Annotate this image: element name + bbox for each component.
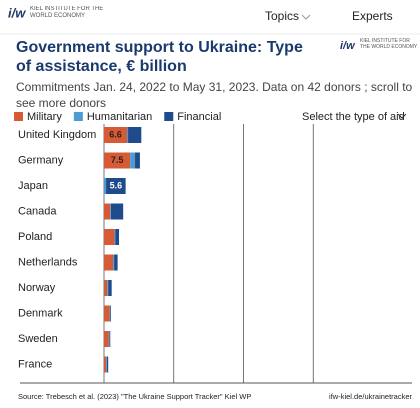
bar-segment xyxy=(104,254,114,271)
chart-title: Government support to Ukraine: Type of a… xyxy=(16,39,303,75)
bar-segment xyxy=(104,178,107,194)
source-link[interactable]: ifw-kiel.de/ukrainetracker xyxy=(329,392,412,401)
bar-segment xyxy=(106,356,109,373)
bar-segment xyxy=(110,203,111,220)
y-tick-label: Netherlands xyxy=(18,256,78,268)
bar-segment xyxy=(114,229,116,245)
bar-segment xyxy=(127,127,129,143)
bar-segment xyxy=(108,331,110,347)
bar-segment xyxy=(128,127,142,143)
legend-label: Military xyxy=(27,111,62,123)
bar-segment xyxy=(106,178,126,194)
chart-logo-box: KIEL INSTITUTE FOR THE WORLD ECONOMY xyxy=(360,38,418,50)
bar-segment xyxy=(114,254,118,271)
bar-segment xyxy=(104,356,107,373)
bar-segment xyxy=(130,152,136,169)
bar-segment xyxy=(104,152,131,169)
logo-text[interactable]: KIEL INSTITUTE FOR THE WORLD ECONOMY xyxy=(30,6,104,19)
bar-segment xyxy=(115,229,119,245)
chart-subtitle: Commitments Jan. 24, 2022 to May 31, 202… xyxy=(16,80,413,110)
select-caret[interactable] xyxy=(397,113,407,119)
bar-segment xyxy=(109,331,111,347)
nav-item[interactable]: Topics xyxy=(265,9,299,23)
legend-label: Financial xyxy=(177,111,221,123)
legend-swatch xyxy=(164,112,174,121)
bar-segment xyxy=(113,254,115,271)
source: Source: Trebesch et al. (2023) "The Ukra… xyxy=(18,392,251,401)
value-label: 5.6 xyxy=(110,180,123,190)
logo-text-box: KIEL INSTITUTE FOR THE WORLD ECONOMY xyxy=(30,6,104,19)
chart-logo-text: KIEL INSTITUTE FOR THE WORLD ECONOMY xyxy=(360,38,418,50)
bar-segment xyxy=(106,356,107,373)
y-tick-label: Japan xyxy=(18,180,48,192)
bar-segment xyxy=(104,280,108,296)
bar-segment xyxy=(104,229,115,245)
legend-label: Humanitarian xyxy=(87,111,152,123)
y-tick-label: France xyxy=(18,358,52,370)
bar-segment xyxy=(135,152,140,169)
bar-segment xyxy=(104,305,110,322)
y-tick-label: Denmark xyxy=(18,307,63,319)
y-tick-label: Norway xyxy=(18,282,56,294)
y-tick-label: Germany xyxy=(18,154,64,166)
bar-segment xyxy=(109,305,111,322)
y-tick-label: United Kingdom xyxy=(18,129,96,141)
y-tick-label: Sweden xyxy=(18,333,58,345)
legend-swatch xyxy=(73,112,83,121)
bar-segment xyxy=(104,203,111,220)
value-label: 6.6 xyxy=(109,129,122,139)
nav-item[interactable]: Experts xyxy=(352,9,393,23)
bar-segment xyxy=(108,280,112,296)
y-tick-label: Canada xyxy=(18,205,57,217)
bar-segment xyxy=(104,127,128,143)
y-tick-label: Poland xyxy=(18,231,52,243)
chart-logo-mark: i/w xyxy=(340,40,356,52)
legend-swatch xyxy=(14,112,23,121)
value-label: 7.5 xyxy=(111,155,124,165)
bar-segment xyxy=(104,331,109,347)
select-label[interactable]: Select the type of aid xyxy=(302,111,405,123)
bar-segment xyxy=(110,305,111,322)
bar-segment xyxy=(110,203,124,220)
logo-mark[interactable]: i/w xyxy=(8,5,26,20)
nav-caret xyxy=(301,14,311,20)
bar-segment xyxy=(107,280,109,296)
